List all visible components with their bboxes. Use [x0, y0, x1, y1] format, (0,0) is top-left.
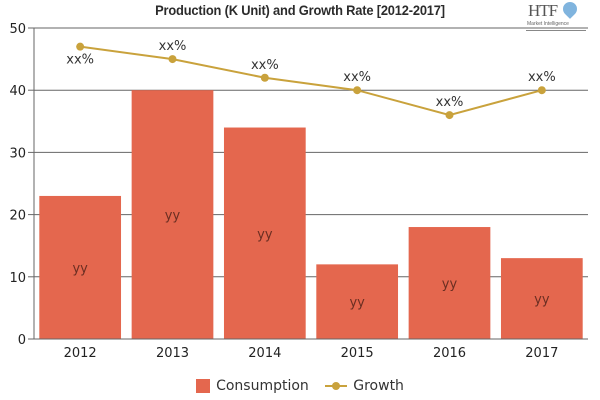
- bar-2014: [223, 127, 306, 340]
- x-tick-label: 2012: [64, 346, 97, 361]
- y-tick-label: 50: [9, 22, 26, 37]
- bar-label: yy: [165, 209, 181, 224]
- growth-point-2017: [537, 86, 546, 95]
- y-tick-label: 20: [9, 209, 26, 224]
- bar-label: yy: [349, 296, 365, 311]
- y-tick-label: 40: [9, 84, 26, 99]
- y-tick-label: 10: [9, 271, 26, 286]
- bar-2015: [316, 264, 399, 339]
- legend: Consumption Growth: [0, 378, 600, 397]
- bar-label: yy: [534, 293, 550, 308]
- logo-text: HTF: [528, 1, 558, 20]
- bar-2013: [131, 90, 214, 339]
- y-tick-label: 30: [9, 146, 26, 161]
- bar-label: yy: [442, 277, 458, 292]
- growth-label: xx%: [343, 70, 371, 85]
- legend-swatch-growth: [325, 379, 348, 393]
- growth-label: xx%: [66, 53, 94, 68]
- growth-point-2013: [168, 55, 177, 64]
- growth-label: xx%: [436, 95, 464, 110]
- bar-2016: [408, 227, 491, 339]
- x-tick-label: 2017: [525, 346, 558, 361]
- growth-point-2014: [260, 73, 269, 82]
- x-tick-label: 2016: [433, 346, 466, 361]
- legend-swatch-consumption: [196, 379, 211, 393]
- x-tick-label: 2013: [156, 346, 189, 361]
- x-tick-label: 2014: [248, 346, 281, 361]
- logo-divider: [526, 30, 586, 31]
- legend-item-growth[interactable]: Growth: [325, 378, 404, 394]
- growth-label: xx%: [159, 39, 187, 54]
- growth-point-2015: [353, 86, 362, 95]
- growth-point-2012: [76, 42, 85, 51]
- logo-subtext: Market Intelligence: [527, 21, 569, 27]
- legend-item-consumption[interactable]: Consumption: [196, 378, 309, 394]
- x-tick-label: 2015: [341, 346, 374, 361]
- growth-label: xx%: [251, 58, 279, 73]
- legend-label-growth: Growth: [353, 378, 404, 394]
- bar-label: yy: [72, 261, 88, 276]
- growth-label: xx%: [528, 70, 556, 85]
- y-tick-label: 0: [18, 333, 26, 348]
- bar-2017: [500, 258, 583, 339]
- growth-line: [80, 45, 543, 117]
- legend-label-consumption: Consumption: [216, 378, 309, 394]
- growth-point-2016: [445, 111, 454, 120]
- chart-title: Production (K Unit) and Growth Rate [201…: [155, 2, 445, 18]
- bar-2012: [39, 195, 122, 339]
- htf-logo: HTF Market Intelligence: [526, 0, 586, 34]
- bar-label: yy: [257, 227, 273, 242]
